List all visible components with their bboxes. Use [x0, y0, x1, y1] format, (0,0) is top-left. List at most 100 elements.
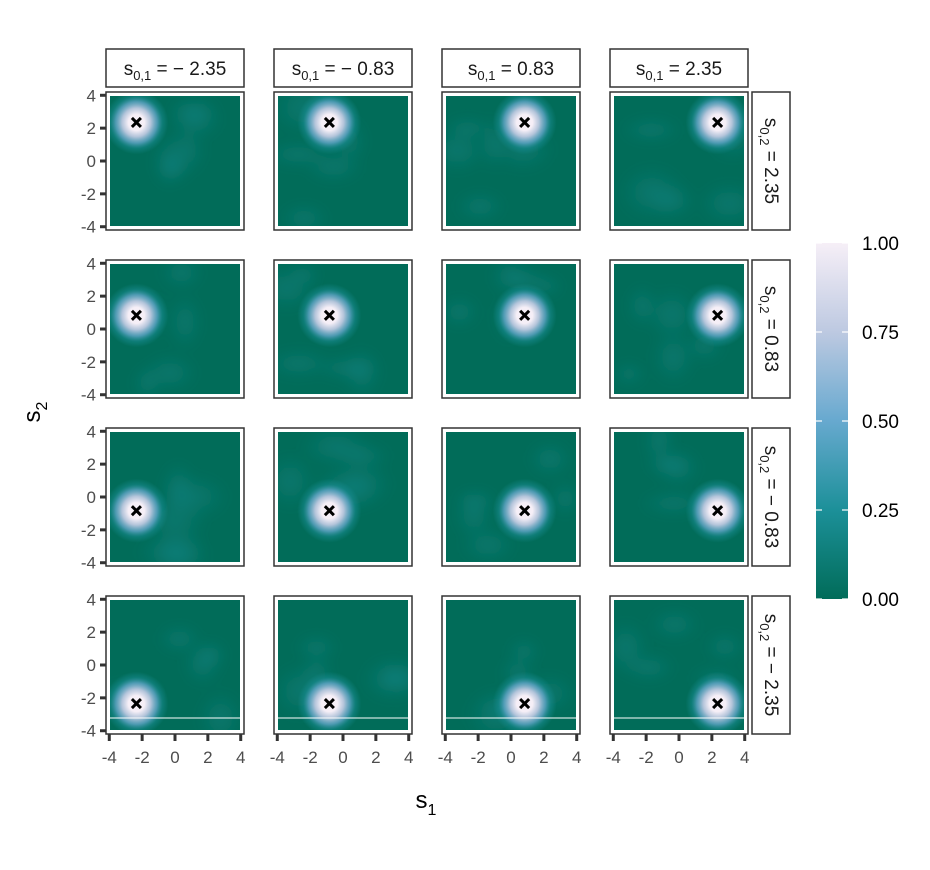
heatmap-panel — [609, 595, 749, 735]
location-marker — [323, 698, 335, 710]
peak-glow — [297, 96, 362, 155]
row-strip-label: s0,2 = 0.83 — [757, 286, 781, 372]
row-strip-label: s0,2 = − 0.83 — [757, 446, 781, 549]
peak-glow — [492, 96, 557, 155]
y-tick-label: 0 — [87, 488, 96, 507]
row-strip-label: s0,2 = − 2.35 — [757, 614, 781, 717]
y-axis: -4 -2 0 2 4 — [81, 86, 106, 237]
row-strip: s0,2 = 2.35 — [751, 91, 791, 231]
x-tick-label: 0 — [170, 748, 179, 767]
x-axis: -4 -2 0 2 4 — [606, 734, 749, 767]
y-tick-label: 4 — [87, 254, 96, 273]
y-tick-label: 2 — [87, 119, 96, 138]
x-axis: -4 -2 0 2 4 — [270, 734, 413, 767]
heatmap-texture — [454, 441, 576, 562]
location-marker — [712, 309, 724, 321]
location-marker — [130, 505, 142, 517]
column-strip-label: s0,1 = 0.83 — [468, 59, 554, 83]
x-axis: -4 -2 0 2 4 — [102, 734, 245, 767]
row-strips: s0,2 = 2.35 s0,2 = 0.83 s0,2 = − 0.83 s0,2 … — [751, 91, 791, 735]
heatmap-panel — [441, 259, 581, 399]
y-tick-label: 2 — [87, 287, 96, 306]
peak-glow — [297, 671, 362, 730]
color-legend: 0.00 0.25 0.50 0.75 1.00 — [816, 234, 899, 611]
x-tick-label: -4 — [438, 748, 453, 767]
x-axis: -4 -2 0 2 4 — [438, 734, 581, 767]
y-tick-label: 4 — [87, 422, 96, 441]
axis-titles: s1 s2 — [19, 401, 437, 819]
location-marker — [130, 309, 142, 321]
row-strip-label: s0,2 = 2.35 — [757, 118, 781, 204]
x-tick-label: 2 — [371, 748, 380, 767]
location-marker — [519, 116, 531, 128]
y-tick-label: 0 — [87, 656, 96, 675]
heatmap-panel — [273, 595, 413, 735]
row-strip: s0,2 = − 2.35 — [751, 595, 791, 735]
x-tick-label: 0 — [338, 748, 347, 767]
y-tick-label: -2 — [81, 689, 96, 708]
peak-glow — [110, 283, 169, 348]
y-axis-title: s2 — [19, 401, 51, 422]
heatmap-texture — [619, 117, 744, 226]
heatmap-panel — [441, 427, 581, 567]
y-tick-label: 0 — [87, 152, 96, 171]
y-tick-label: -2 — [81, 521, 96, 540]
x-tick-label: -2 — [135, 748, 150, 767]
y-tick-label: -4 — [81, 386, 96, 405]
peak-glow — [110, 478, 169, 543]
x-tick-label: -2 — [639, 748, 654, 767]
y-tick-label: 0 — [87, 320, 96, 339]
heatmap-texture — [136, 461, 229, 562]
heatmap-panel — [441, 91, 581, 231]
x-tick-label: 0 — [674, 748, 683, 767]
x-tick-label: 0 — [506, 748, 515, 767]
facet-panels — [105, 91, 749, 735]
y-tick-label: -2 — [81, 353, 96, 372]
heatmap-panel — [105, 259, 245, 399]
x-tick-label: -4 — [102, 748, 117, 767]
x-tick-label: -4 — [270, 748, 285, 767]
column-strip: s0,1 = 0.83 — [441, 48, 581, 88]
y-axis: -4 -2 0 2 4 — [81, 590, 106, 741]
heatmap-texture — [152, 96, 222, 188]
heatmap-panel — [273, 259, 413, 399]
legend-tick-label: 0.75 — [862, 323, 899, 344]
legend-tick-label: 0.00 — [862, 590, 899, 611]
legend-tick-label: 0.50 — [862, 412, 899, 433]
heatmap-panel — [273, 91, 413, 231]
legend-tick-label: 0.25 — [862, 501, 899, 522]
y-tick-label: 2 — [87, 455, 96, 474]
column-strip: s0,1 = − 0.83 — [273, 48, 413, 88]
y-tick-label: -4 — [81, 722, 96, 741]
x-tick-label: 4 — [572, 748, 581, 767]
location-marker — [712, 116, 724, 128]
x-tick-label: 4 — [404, 748, 413, 767]
y-tick-label: 4 — [87, 590, 96, 609]
heatmap-panel — [105, 91, 245, 231]
row-strip: s0,2 = − 0.83 — [751, 427, 791, 567]
y-axes: -4 -2 0 2 4 -4 -2 0 2 4 -4 -2 0 2 4 -4 -2 0 2 4 — [81, 86, 106, 741]
location-marker — [130, 116, 142, 128]
location-marker — [519, 698, 531, 710]
row-strip: s0,2 = 0.83 — [751, 259, 791, 399]
column-strip-label: s0,1 = − 2.35 — [124, 59, 227, 83]
location-marker — [323, 116, 335, 128]
y-axis: -4 -2 0 2 4 — [81, 254, 106, 405]
y-tick-label: -4 — [81, 218, 96, 237]
y-tick-label: 2 — [87, 623, 96, 642]
location-marker — [130, 698, 142, 710]
heatmap-texture — [614, 285, 725, 386]
heatmap-panel — [105, 595, 245, 735]
location-marker — [712, 698, 724, 710]
x-tick-label: 2 — [539, 748, 548, 767]
x-axes: -4 -2 0 2 4 -4 -2 0 2 4 -4 -2 0 2 4 -4 -2 0 2 4 — [102, 734, 749, 767]
location-marker — [323, 309, 335, 321]
x-tick-label: 2 — [707, 748, 716, 767]
heatmap-panel — [609, 427, 749, 567]
peak-glow — [685, 283, 744, 348]
heatmap-panel — [609, 259, 749, 399]
y-tick-label: -2 — [81, 185, 96, 204]
column-strip: s0,1 = − 2.35 — [105, 48, 245, 88]
heatmap-panel — [609, 91, 749, 231]
